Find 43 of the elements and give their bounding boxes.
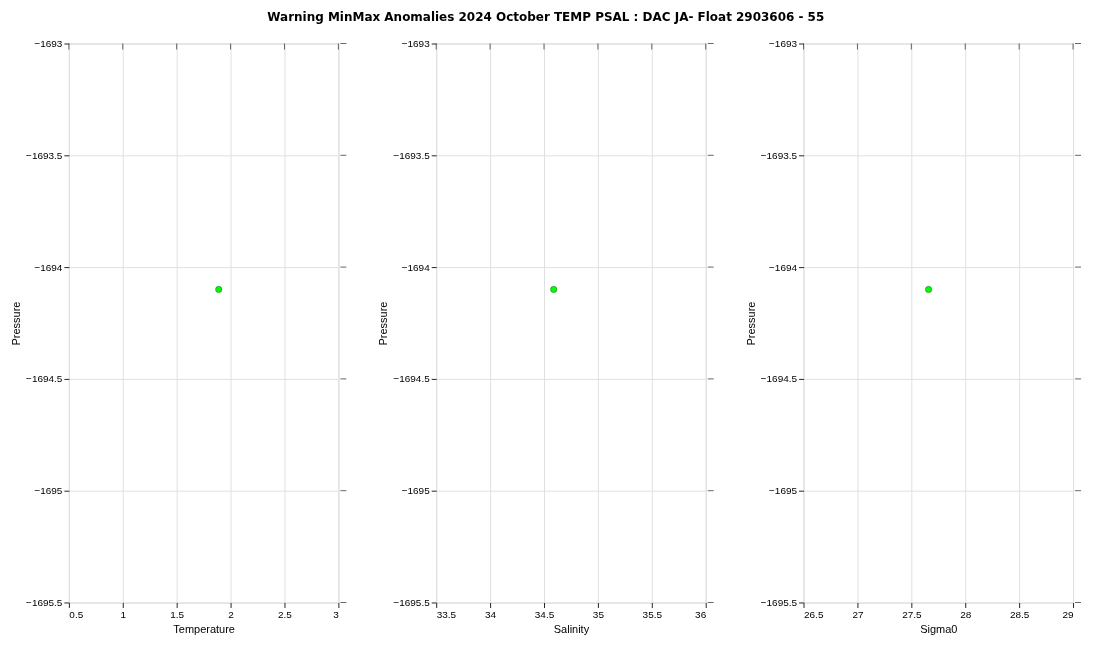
x-tick-label: 28.5: [1009, 608, 1030, 620]
x-tick-label: 29: [1062, 608, 1074, 620]
y-tick-label: −1694: [769, 261, 798, 273]
y-tick-label: −1693.5: [393, 149, 431, 161]
x-tick-label: 26.5: [804, 608, 824, 620]
x-tick-label: 27.5: [902, 608, 922, 620]
y-axis-title: Pressure: [10, 301, 23, 346]
x-tick-label: 35: [592, 608, 605, 620]
y-tick-label: −1695: [401, 485, 431, 497]
x-tick-label: 2: [228, 608, 235, 620]
x-tick-label: 36: [695, 608, 707, 620]
y-tick-label: −1694.5: [26, 373, 63, 385]
x-tick-label: 27: [852, 608, 864, 620]
y-tick-label: −1695.5: [393, 596, 431, 608]
y-tick-label: −1693.5: [760, 149, 798, 161]
x-tick-label: 1.5: [170, 608, 185, 620]
y-tick-label: −1693: [34, 38, 63, 49]
y-tick-label: −1695.5: [760, 596, 798, 608]
y-tick-label: −1693.5: [26, 149, 63, 161]
x-axis-title: Temperature: [173, 622, 235, 635]
x-tick-label: 34.5: [534, 608, 555, 620]
y-tick-label: −1694.5: [393, 373, 431, 385]
x-tick-label: 34: [485, 608, 497, 620]
y-tick-label: −1695: [769, 485, 798, 497]
y-tick-label: −1694: [401, 261, 431, 273]
x-tick-label: 28: [960, 608, 972, 620]
x-tick-label: 1: [120, 608, 127, 620]
x-tick-label: 0.5: [69, 608, 84, 620]
x-tick-label: 33.5: [436, 608, 457, 620]
y-axis-title: Pressure: [377, 301, 390, 346]
x-tick-label: 3: [333, 608, 340, 620]
y-tick-label: −1693: [769, 38, 798, 49]
y-tick-label: −1695: [34, 485, 63, 497]
y-tick-label: −1695.5: [26, 596, 63, 608]
x-tick-label: 2.5: [278, 608, 293, 620]
y-tick-label: −1693: [401, 38, 431, 49]
y-tick-label: −1694: [34, 261, 63, 273]
y-axis-title: Pressure: [744, 301, 757, 346]
x-axis-title: Salinity: [553, 622, 590, 635]
text: Warning MinMax Anomalies 2024 October TEMP PSAL : DAC JA- Float 2903606 - 55: [267, 10, 825, 25]
x-axis-title: Sigma0: [920, 622, 958, 635]
x-tick-label: 35.5: [642, 608, 663, 620]
y-tick-label: −1694.5: [760, 373, 798, 385]
